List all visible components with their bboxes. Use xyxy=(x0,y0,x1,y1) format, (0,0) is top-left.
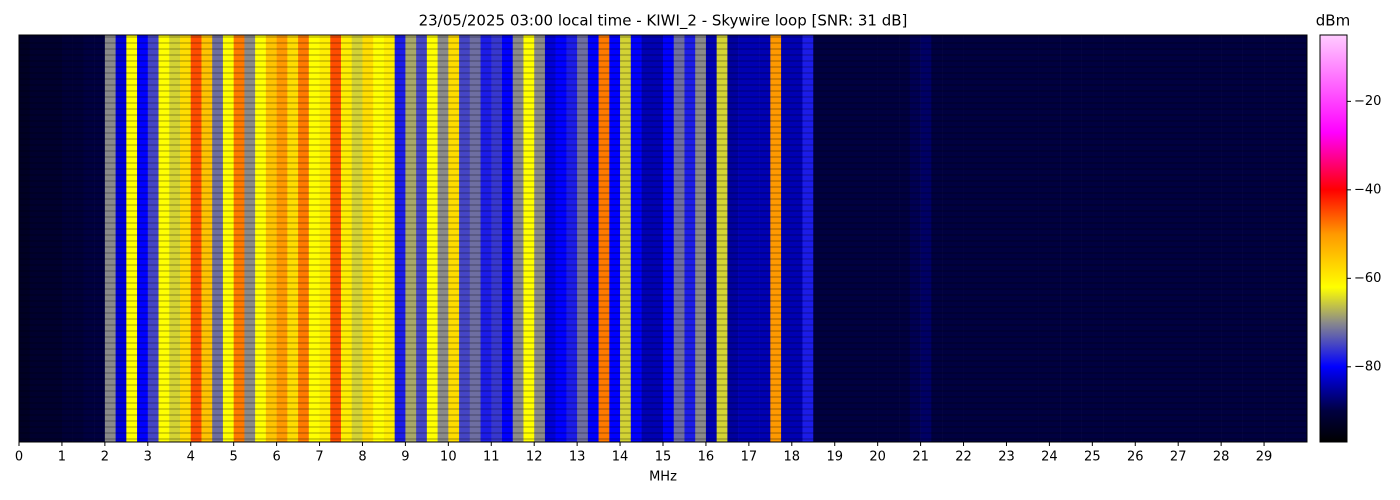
x-axis-label: MHz xyxy=(649,470,677,485)
x-tick-label: 7 xyxy=(315,450,323,465)
colorbar xyxy=(1319,34,1348,443)
x-tick-label: 27 xyxy=(1170,450,1187,465)
x-tick-label: 22 xyxy=(955,450,972,465)
x-tick-label: 11 xyxy=(483,450,500,465)
x-tick-label: 6 xyxy=(272,450,280,465)
x-tick-label: 21 xyxy=(912,450,929,465)
x-tick-label: 15 xyxy=(655,450,672,465)
x-tick-label: 4 xyxy=(187,450,195,465)
x-tick-label: 13 xyxy=(569,450,586,465)
colorbar-tick-label: −40 xyxy=(1354,182,1381,197)
x-tick-label: 25 xyxy=(1084,450,1101,465)
x-tick-label: 18 xyxy=(784,450,801,465)
x-tick-label: 26 xyxy=(1127,450,1144,465)
x-tick-label: 16 xyxy=(698,450,715,465)
x-tick-label: 9 xyxy=(401,450,409,465)
x-tick-label: 8 xyxy=(358,450,366,465)
x-tick-label: 12 xyxy=(526,450,543,465)
colorbar-label: dBm xyxy=(1316,12,1350,30)
colorbar-tick-label: −20 xyxy=(1354,94,1381,109)
x-tick-label: 19 xyxy=(826,450,843,465)
x-tick-label: 20 xyxy=(869,450,886,465)
x-tick-label: 24 xyxy=(1041,450,1058,465)
colorbar-tick-label: −60 xyxy=(1354,271,1381,286)
x-tick-label: 17 xyxy=(741,450,758,465)
x-tick-label: 10 xyxy=(440,450,457,465)
x-tick-label: 1 xyxy=(58,450,66,465)
x-tick-label: 14 xyxy=(612,450,629,465)
x-tick-label: 2 xyxy=(101,450,109,465)
chart-title: 23/05/2025 03:00 local time - KIWI_2 - S… xyxy=(419,12,908,31)
x-tick-label: 5 xyxy=(230,450,238,465)
x-tick-label: 0 xyxy=(15,450,23,465)
x-tick-label: 23 xyxy=(998,450,1015,465)
colorbar-tick-label: −80 xyxy=(1354,359,1381,374)
row-texture xyxy=(19,35,1307,442)
x-tick-label: 29 xyxy=(1256,450,1273,465)
x-tick-label: 28 xyxy=(1213,450,1230,465)
x-tick-label: 3 xyxy=(144,450,152,465)
